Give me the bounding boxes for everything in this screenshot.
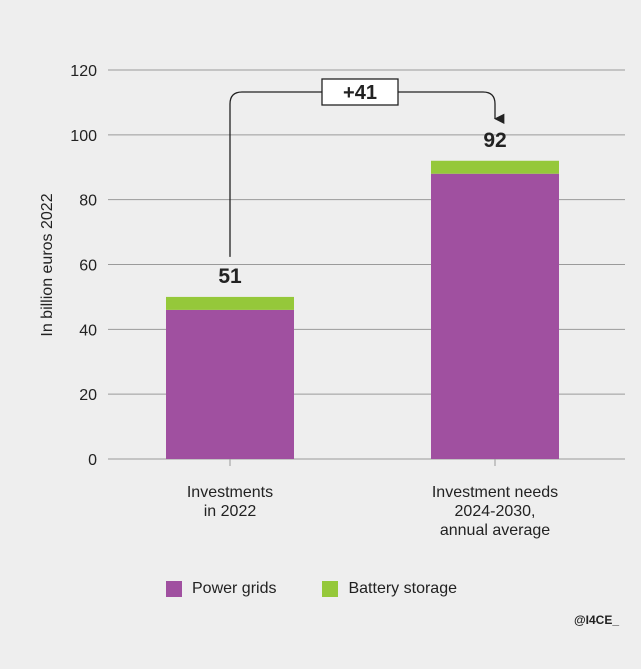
source-credit: @I4CE_ <box>573 613 619 627</box>
y-tick-label: 120 <box>70 63 97 80</box>
bars <box>166 160 559 459</box>
y-tick-label: 20 <box>79 387 97 404</box>
legend-item-power-grids: Power grids <box>166 580 276 598</box>
y-axis: 0 20 40 60 80 100 120 <box>70 63 97 469</box>
legend-item-battery-storage: Battery storage <box>322 580 457 598</box>
bar-battery-storage-1 <box>431 160 559 174</box>
legend-swatch-power-grids <box>166 581 182 597</box>
difference-box <box>321 78 399 106</box>
legend: Power grids Battery storage <box>166 578 503 600</box>
bar-power-grids-1 <box>431 173 559 459</box>
y-tick-label: 40 <box>79 322 97 339</box>
total-label: 92 <box>483 129 506 152</box>
bar-power-grids-0 <box>166 309 294 459</box>
y-tick-label: 60 <box>79 258 97 275</box>
difference-connector: +41 <box>229 78 505 257</box>
total-label: 51 <box>218 265 242 288</box>
difference-label: +41 <box>343 82 377 104</box>
y-axis-label: In billion euros 2022 <box>39 193 56 336</box>
bar-battery-storage-0 <box>166 296 294 310</box>
y-tick-label: 80 <box>79 193 97 210</box>
legend-label-battery-storage: Battery storage <box>348 580 457 597</box>
legend-swatch-battery-storage <box>322 581 339 597</box>
y-tick-label: 0 <box>88 452 97 469</box>
legend-label-power-grids: Power grids <box>192 580 277 597</box>
category-label: Investments in 2022 <box>187 484 273 520</box>
y-tick-label: 100 <box>70 128 97 145</box>
data-labels: 51 92 <box>218 129 506 288</box>
x-axis: Investments in 2022 Investment needs 2024-2… <box>187 459 558 539</box>
category-label: Investment needs 2024-2030, annual average <box>432 484 558 539</box>
